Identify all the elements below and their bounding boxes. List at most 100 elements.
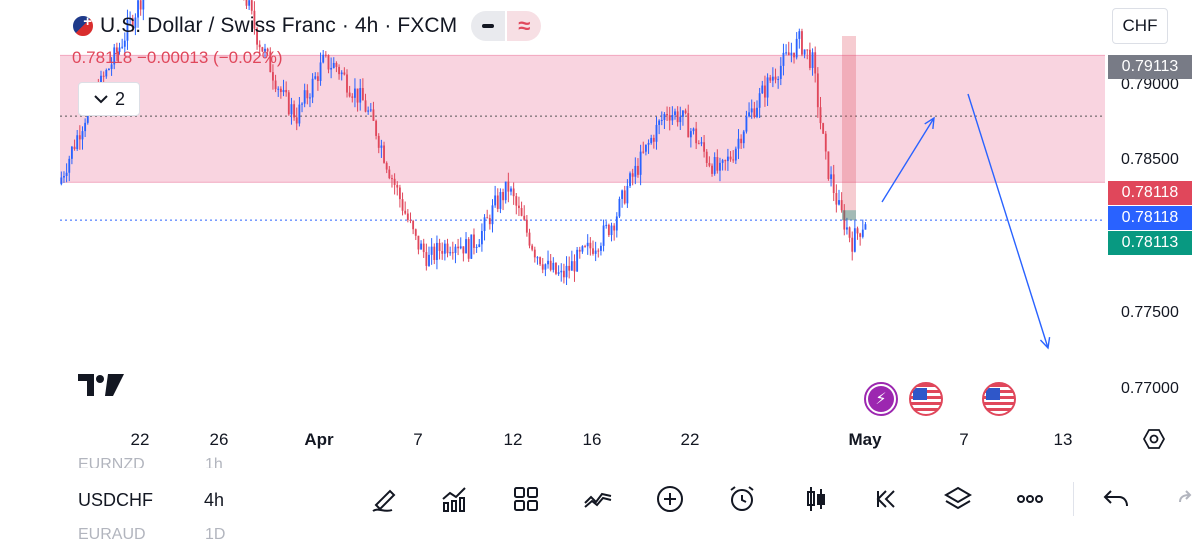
candle-body (742, 131, 745, 144)
chart-type-button[interactable] (798, 481, 834, 517)
layers-button[interactable] (940, 481, 976, 517)
drawing-tool-button[interactable] (366, 481, 402, 517)
candle-body (557, 272, 560, 274)
hide-legend-button[interactable] (471, 11, 506, 41)
event-flash-icon[interactable]: ⚡ (864, 382, 898, 416)
short-up-arrow (881, 117, 935, 203)
candle-body (716, 157, 719, 171)
candle-body (354, 88, 356, 98)
candle-body (123, 40, 126, 47)
watchlist-next-interval[interactable]: 1D (205, 526, 226, 540)
time-axis-label: 12 (503, 430, 523, 449)
compare-wave-button[interactable]: ≈ (507, 11, 542, 41)
candle-body (726, 156, 729, 162)
candle-body (734, 148, 737, 161)
candle-body (637, 165, 639, 175)
candle-body (499, 192, 502, 209)
candle-body (544, 264, 547, 270)
watchlist-current-interval[interactable]: 4h (204, 490, 225, 510)
candle-body (108, 68, 110, 70)
watchlist-prev-interval[interactable]: 1h (205, 456, 223, 468)
candle-body (425, 252, 428, 266)
indicator-count: 2 (114, 88, 125, 109)
symbol-title[interactable]: U.S. Dollar / Swiss Franc · 4h · FXCM (100, 14, 458, 37)
candle-body (602, 225, 605, 246)
candle-body (470, 234, 473, 259)
chevron-down-icon (94, 95, 108, 104)
candle-body (295, 117, 298, 124)
candle-body (748, 112, 750, 117)
candle-body (68, 158, 71, 173)
candle-body (248, 0, 251, 6)
candle-body (369, 109, 372, 111)
candle-body (756, 107, 758, 118)
candle-body (631, 173, 634, 177)
candle-body (803, 49, 806, 55)
candle-body (451, 252, 454, 254)
candle-body (732, 159, 735, 161)
candle-body (258, 44, 261, 48)
more-button[interactable] (1012, 481, 1048, 517)
candle-body (433, 246, 436, 260)
candle-body (853, 228, 856, 252)
candle-body (380, 145, 383, 148)
candle-body (488, 218, 491, 225)
candle-body (555, 262, 557, 274)
candle-body (414, 229, 417, 236)
us-flag-icon[interactable] (982, 382, 1016, 416)
trend-tools-button[interactable] (580, 481, 616, 517)
alert-clock-icon (730, 486, 754, 511)
time-axis-label: 7 (413, 430, 423, 449)
candle-body (835, 193, 838, 205)
candle-body (420, 243, 422, 250)
candle-body (536, 257, 539, 259)
price-tag-last: 0.78118 (1108, 206, 1192, 230)
candle-body (705, 151, 708, 163)
candle-body (367, 110, 370, 112)
currency-button[interactable]: CHF (1112, 8, 1168, 44)
candle-body (541, 264, 544, 270)
candle-body (605, 224, 608, 226)
candle-body (589, 242, 592, 249)
replay-button[interactable] (868, 481, 904, 517)
candle-body (303, 90, 306, 104)
indicators-button[interactable] (436, 481, 472, 517)
candle-body (134, 17, 137, 28)
watchlist-next-symbol[interactable]: EURAUD (78, 526, 146, 540)
candle-body (676, 111, 679, 123)
candle-body (478, 244, 481, 247)
candle-body (279, 88, 282, 93)
candle-body (671, 115, 674, 121)
candle-body (824, 133, 827, 152)
candle-body (642, 151, 645, 153)
us-flag-icon[interactable] (909, 382, 943, 416)
watchlist-current-symbol[interactable]: USDCHF (78, 490, 153, 510)
candle-body (586, 242, 589, 247)
more-dots-icon (1017, 495, 1043, 503)
watchlist-prev-symbol[interactable]: EURNZD (78, 456, 145, 468)
candle-body (245, 0, 248, 6)
price-chart[interactable] (0, 0, 1200, 460)
candle-body (422, 243, 425, 253)
candle-body (758, 93, 761, 108)
candle-body (282, 90, 285, 93)
candle-body (552, 262, 555, 270)
candle-body (510, 188, 512, 192)
symbol-legend[interactable]: U.S. Dollar / Swiss Franc · 4h · FXCM ≈ (72, 11, 542, 41)
chart-area[interactable] (0, 0, 1200, 460)
candle-body (647, 143, 650, 145)
indicators-chart-icon (442, 487, 466, 512)
undo-icon[interactable] (1100, 481, 1132, 517)
candle-body (798, 31, 801, 39)
chart-settings-icon[interactable] (1143, 428, 1165, 450)
add-button[interactable] (652, 481, 688, 517)
candle-body (629, 173, 631, 186)
redo-icon[interactable] (1178, 488, 1194, 510)
candle-body (441, 250, 444, 254)
indicators-toggle-button[interactable]: 2 (78, 82, 140, 116)
alert-button[interactable] (724, 481, 760, 517)
layout-button[interactable] (508, 481, 544, 517)
candle-body (137, 0, 139, 18)
candle-body (848, 227, 851, 238)
candle-body (346, 74, 348, 93)
